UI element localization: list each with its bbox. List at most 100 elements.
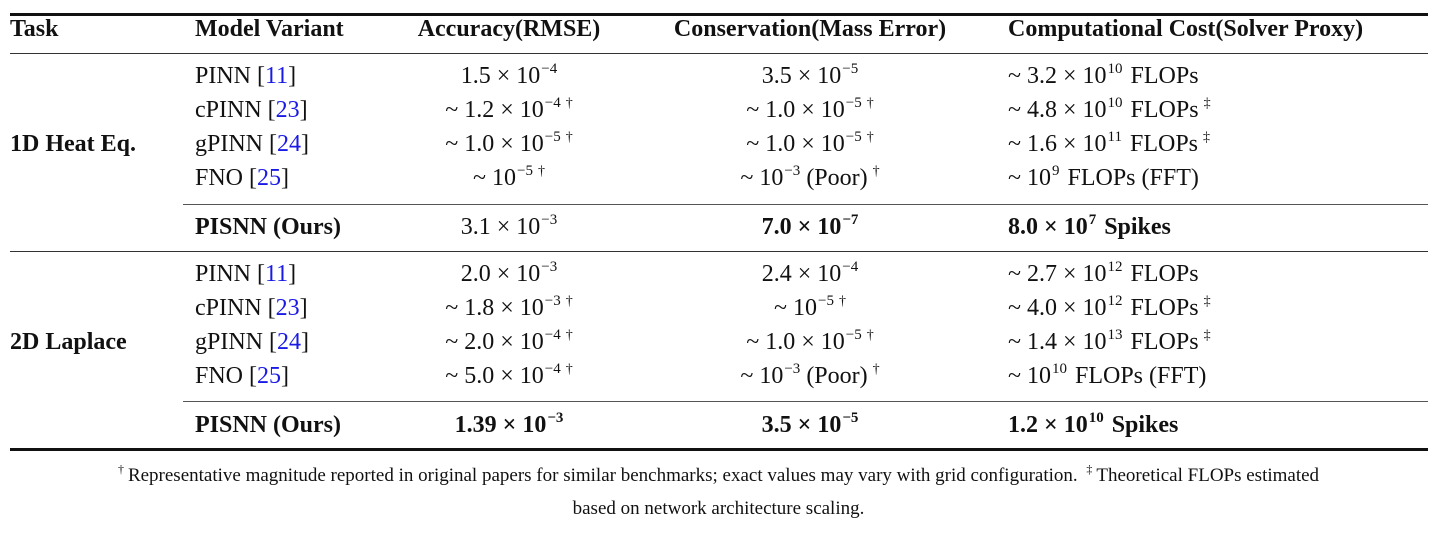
mantissa: 4.0 [1026,295,1057,321]
citation-link[interactable]: 11 [265,261,289,287]
citation-link[interactable]: 24 [277,329,302,355]
exponent: −3 [544,293,561,309]
mantissa: 1.0 [765,329,796,355]
times-symbol: × [1056,261,1083,287]
citation-link[interactable]: 11 [265,63,289,89]
times-symbol: × [795,131,821,157]
approx-symbol: ~ [445,329,465,355]
unit: Spikes [1104,214,1171,240]
mantissa: 1.4 [1026,329,1057,355]
times-symbol: × [494,131,520,157]
model-variant: gPINN [24] [195,325,309,359]
header-task: Task [10,16,59,42]
conservation-value: ~ 10−5 † [774,291,846,325]
citation-link[interactable]: 25 [257,165,282,191]
times-symbol: × [490,214,517,240]
conservation-value: 2.4 × 10−4 [762,257,859,291]
model-name: PINN [195,63,252,89]
exponent: −5 [845,95,862,111]
base-ten: 10 [759,165,784,191]
approx-symbol: ~ [1008,97,1027,123]
accuracy-value: ~ 1.0 × 10−5 † [445,127,573,161]
base-ten: 10 [1063,214,1088,240]
unit: FLOPs [1130,261,1199,287]
mantissa: 1.0 [765,97,796,123]
task-label: 1D Heat Eq. [10,131,136,157]
double-dagger-mark: ‡ [1086,462,1093,476]
unit: FLOPs [1130,63,1199,89]
ours-accuracy-value: 1.39 × 10−3 [455,408,564,442]
cost-value: ~ 2.7 × 1012 FLOPs [1008,257,1199,291]
unit: FLOPs [1129,131,1199,157]
dagger-mark: † [117,462,124,476]
base-ten: 10 [516,214,541,240]
section-separator-rule [10,251,1428,253]
times-symbol: × [1056,63,1083,89]
accuracy-value: ~ 10−5 † [473,161,545,195]
exponent: 11 [1107,129,1122,145]
exponent: 10 [1107,95,1123,111]
exponent: −4 [544,327,561,343]
footnote-mark: ‡ [1203,96,1211,111]
model-variant: cPINN [23] [195,291,308,325]
base-ten: 10 [519,329,544,355]
times-symbol: × [1056,295,1083,321]
base-ten: 10 [1082,329,1107,355]
citation-link[interactable]: 25 [257,363,282,389]
times-symbol: × [1056,329,1083,355]
citation-link[interactable]: 23 [275,97,300,123]
cost-value: ~ 1.4 × 1013 FLOPs ‡ [1008,325,1211,359]
base-ten: 10 [519,97,544,123]
footnote-mark: † [838,294,846,309]
accuracy-value: 1.5 × 10−4 [461,59,558,93]
base-ten: 10 [817,63,842,89]
approx-symbol: ~ [445,363,465,389]
unit: FLOPs [1130,295,1199,321]
model-variant: FNO [25] [195,359,289,393]
exponent: −3 [541,259,558,275]
close-bracket: ] [299,295,308,321]
base-ten: 10 [519,363,544,389]
footnote-mark: † [565,96,573,111]
base-ten: 10 [817,214,842,240]
footnote-mark: † [872,362,880,377]
base-ten: 10 [516,261,541,287]
base-ten: 10 [1026,363,1051,389]
footnote-mark: † [565,328,573,343]
model-name: cPINN [195,295,262,321]
approx-symbol: ~ [1008,63,1027,89]
mantissa: 2.0 [460,261,491,287]
cost-value: ~ 1.6 × 1011 FLOPs ‡ [1008,127,1210,161]
times-symbol: × [494,97,520,123]
approx-symbol: ~ [746,131,766,157]
exponent: 12 [1107,293,1123,309]
mantissa: 2.4 [761,261,792,287]
header-accuracy: Accuracy(RMSE) [417,16,601,42]
citation-link[interactable]: 23 [275,295,300,321]
model-variant: PINN [11] [195,59,296,93]
close-bracket: ] [301,329,310,355]
open-bracket: [ [251,261,266,287]
mantissa: 1.8 [464,295,495,321]
model-variant: FNO [25] [195,161,289,195]
model-name: FNO [195,165,244,191]
base-ten: 10 [516,63,541,89]
open-bracket: [ [251,63,266,89]
cost-value: ~ 4.0 × 1012 FLOPs ‡ [1008,291,1211,325]
footnote-mark: ‡ [1203,294,1211,309]
mantissa: 3.5 [761,412,792,438]
model-name: PINN [195,261,252,287]
base-ten: 10 [817,261,842,287]
open-bracket: [ [263,329,278,355]
approx-symbol: ~ [1008,295,1027,321]
ours-cost-value: 8.0 × 107 Spikes [1008,210,1171,244]
close-bracket: ] [281,363,290,389]
exponent: −3 [541,212,558,228]
citation-link[interactable]: 24 [277,131,302,157]
cost-value: ~ 109 FLOPs (FFT) [1008,161,1199,195]
model-variant: gPINN [24] [195,127,309,161]
exponent: −4 [544,361,561,377]
approx-symbol: ~ [473,165,493,191]
unit: FLOPs [1130,97,1199,123]
times-symbol: × [795,329,821,355]
